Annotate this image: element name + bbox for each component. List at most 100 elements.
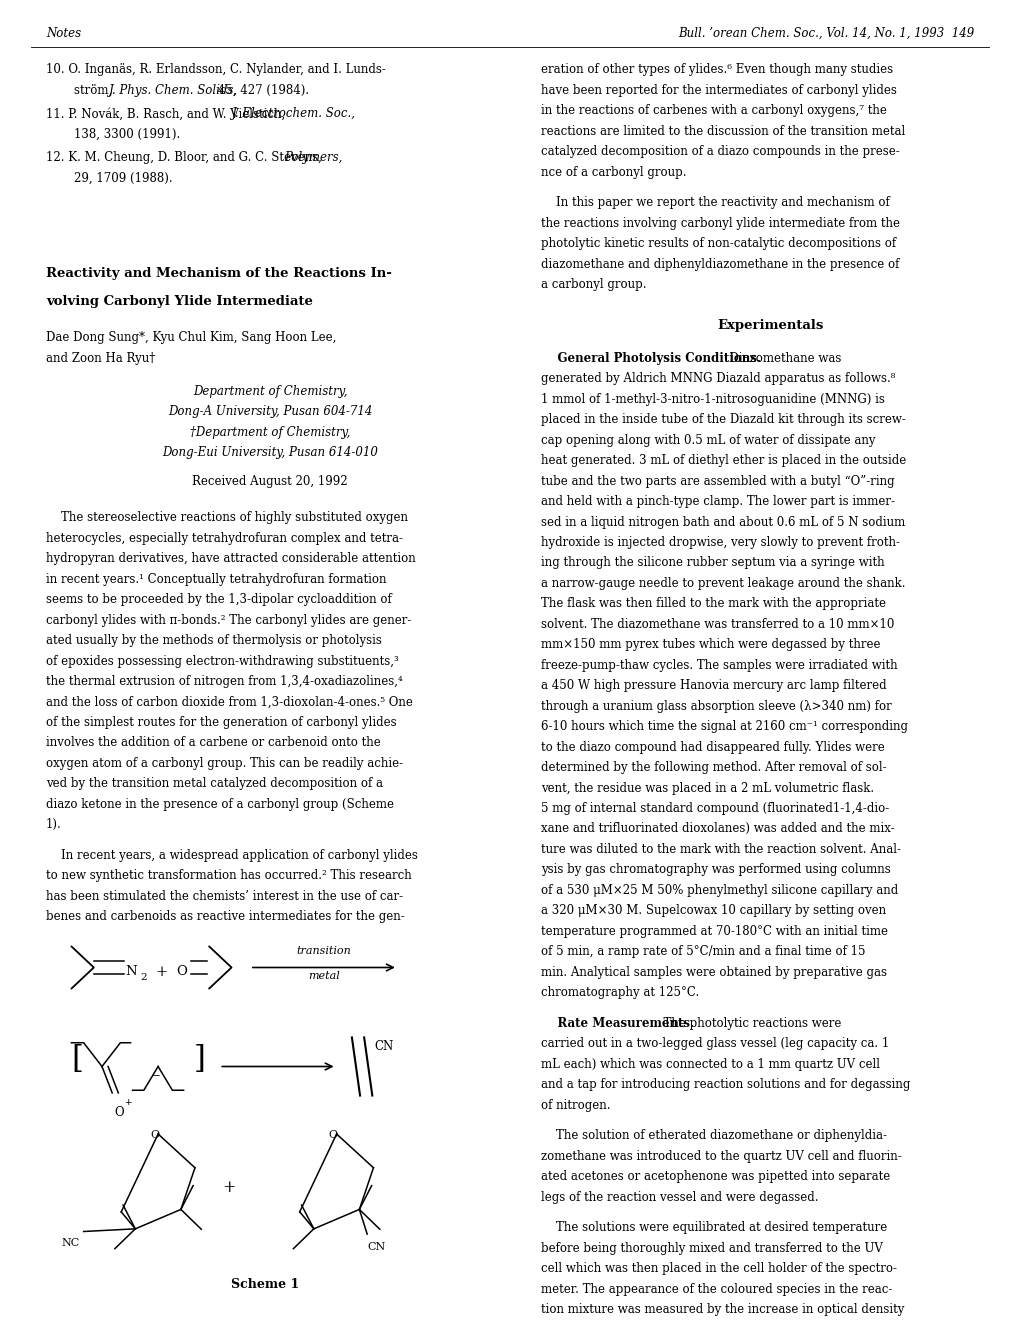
Text: have been reported for the intermediates of carbonyl ylides: have been reported for the intermediates… (540, 84, 896, 96)
Text: ]: ] (194, 1044, 206, 1076)
Text: General Photolysis Conditions.: General Photolysis Conditions. (540, 352, 760, 364)
Text: determined by the following method. After removal of sol-: determined by the following method. Afte… (540, 762, 886, 774)
Text: catalyzed decomposition of a diazo compounds in the prese-: catalyzed decomposition of a diazo compo… (540, 145, 899, 158)
Text: 5 mg of internal standard compound (fluorinated1-1,4-dio-: 5 mg of internal standard compound (fluo… (540, 803, 888, 814)
Text: 138, 3300 (1991).: 138, 3300 (1991). (74, 128, 180, 141)
Text: a carbonyl group.: a carbonyl group. (540, 279, 645, 292)
Text: in the reactions of carbenes with a carbonyl oxygens,⁷ the: in the reactions of carbenes with a carb… (540, 104, 886, 117)
Text: Notes: Notes (46, 26, 81, 40)
Text: tion mixture was measured by the increase in optical density: tion mixture was measured by the increas… (540, 1303, 903, 1316)
Text: a narrow-gauge needle to prevent leakage around the shank.: a narrow-gauge needle to prevent leakage… (540, 577, 904, 590)
Text: 29, 1709 (1988).: 29, 1709 (1988). (74, 172, 173, 185)
Text: Diazomethane was: Diazomethane was (721, 352, 841, 364)
Text: transition: transition (297, 946, 351, 957)
Text: to the diazo compound had disappeared fully. Ylides were: to the diazo compound had disappeared fu… (540, 741, 883, 754)
Text: Dong-A University, Pusan 604-714: Dong-A University, Pusan 604-714 (168, 405, 372, 418)
Text: ture was diluted to the mark with the reaction solvent. Anal-: ture was diluted to the mark with the re… (540, 843, 900, 855)
Text: In recent years, a widespread application of carbonyl ylides: In recent years, a widespread applicatio… (46, 849, 418, 862)
Text: and held with a pinch-type clamp. The lower part is immer-: and held with a pinch-type clamp. The lo… (540, 495, 894, 508)
Text: ing through the silicone rubber septum via a syringe with: ing through the silicone rubber septum v… (540, 557, 883, 569)
Text: O: O (150, 1130, 159, 1140)
Text: 1).: 1). (46, 818, 61, 832)
Text: 2: 2 (141, 973, 147, 982)
Text: cell which was then placed in the cell holder of the spectro-: cell which was then placed in the cell h… (540, 1262, 896, 1275)
Text: J. Electrochem. Soc.,: J. Electrochem. Soc., (231, 107, 356, 120)
Text: 12. K. M. Cheung, D. Bloor, and G. C. Stevens,: 12. K. M. Cheung, D. Bloor, and G. C. St… (46, 152, 325, 164)
Text: O: O (114, 1106, 123, 1119)
Text: xane and trifluorinated dioxolanes) was added and the mix-: xane and trifluorinated dioxolanes) was … (540, 822, 894, 836)
Text: volving Carbonyl Ylide Intermediate: volving Carbonyl Ylide Intermediate (46, 294, 313, 308)
Text: Bull. ’orean Chem. Soc., Vol. 14, No. 1, 1993  149: Bull. ’orean Chem. Soc., Vol. 14, No. 1,… (678, 26, 973, 40)
Text: the thermal extrusion of nitrogen from 1,3,4-oxadiazolines,⁴: the thermal extrusion of nitrogen from 1… (46, 675, 403, 688)
Text: hydropyran derivatives, have attracted considerable attention: hydropyran derivatives, have attracted c… (46, 552, 416, 565)
Text: ated usually by the methods of thermolysis or photolysis: ated usually by the methods of thermolys… (46, 634, 381, 647)
Text: J. Phys. Chem. Solids,: J. Phys. Chem. Solids, (109, 84, 238, 96)
Text: generated by Aldrich MNNG Diazald apparatus as follows.⁸: generated by Aldrich MNNG Diazald appara… (540, 372, 894, 385)
Text: N: N (125, 965, 137, 978)
Text: +: + (155, 965, 167, 979)
Text: involves the addition of a carbene or carbenoid onto the: involves the addition of a carbene or ca… (46, 737, 380, 750)
Text: CN: CN (367, 1242, 385, 1253)
Text: The solution of etherated diazomethane or diphenyldia-: The solution of etherated diazomethane o… (540, 1130, 886, 1142)
Text: 6-10 hours which time the signal at 2160 cm⁻¹ corresponding: 6-10 hours which time the signal at 2160… (540, 721, 907, 733)
Text: cap opening along with 0.5 mL of water of dissipate any: cap opening along with 0.5 mL of water o… (540, 434, 874, 446)
Text: 1 mmol of 1-methyl-3-nitro-1-nitrosoguanidine (MNNG) is: 1 mmol of 1-methyl-3-nitro-1-nitrosoguan… (540, 393, 883, 405)
Text: Polymers,: Polymers, (284, 152, 342, 164)
Text: Dong-Eui University, Pusan 614-010: Dong-Eui University, Pusan 614-010 (162, 446, 378, 459)
Text: The stereoselective reactions of highly substituted oxygen: The stereoselective reactions of highly … (46, 511, 408, 524)
Text: In this paper we report the reactivity and mechanism of: In this paper we report the reactivity a… (540, 197, 889, 210)
Text: 11. P. Novák, B. Rasch, and W. Vielstich,: 11. P. Novák, B. Rasch, and W. Vielstich… (46, 107, 288, 120)
Text: Reactivity and Mechanism of the Reactions In-: Reactivity and Mechanism of the Reaction… (46, 267, 391, 280)
Text: +: + (222, 1179, 236, 1196)
Text: heat generated. 3 mL of diethyl ether is placed in the outside: heat generated. 3 mL of diethyl ether is… (540, 454, 905, 467)
Text: hydroxide is injected dropwise, very slowly to prevent froth-: hydroxide is injected dropwise, very slo… (540, 536, 899, 549)
Text: placed in the inside tube of the Diazald kit through its screw-: placed in the inside tube of the Diazald… (540, 413, 905, 426)
Text: tube and the two parts are assembled with a butyl “O”-ring: tube and the two parts are assembled wit… (540, 475, 894, 487)
Text: Rate Measurements.: Rate Measurements. (540, 1016, 693, 1030)
Text: nce of a carbonyl group.: nce of a carbonyl group. (540, 165, 686, 178)
Text: 45, 427 (1984).: 45, 427 (1984). (214, 84, 309, 96)
Text: Experimentals: Experimentals (716, 319, 822, 333)
Text: of a 530 μM×25 M 50% phenylmethyl silicone capillary and: of a 530 μM×25 M 50% phenylmethyl silico… (540, 884, 897, 896)
Text: ated acetones or acetophenone was pipetted into separate: ated acetones or acetophenone was pipett… (540, 1171, 889, 1183)
Text: has been stimulated the chemists’ interest in the use of car-: has been stimulated the chemists’ intere… (46, 890, 403, 903)
Text: diazo ketone in the presence of a carbonyl group (Scheme: diazo ketone in the presence of a carbon… (46, 797, 393, 810)
Text: mL each) which was connected to a 1 mm quartz UV cell: mL each) which was connected to a 1 mm q… (540, 1057, 878, 1071)
Text: freeze-pump-thaw cycles. The samples were irradiated with: freeze-pump-thaw cycles. The samples wer… (540, 659, 897, 672)
Text: vent, the residue was placed in a 2 mL volumetric flask.: vent, the residue was placed in a 2 mL v… (540, 781, 873, 795)
Text: reactions are limited to the discussion of the transition metal: reactions are limited to the discussion … (540, 124, 904, 137)
Text: NC: NC (61, 1238, 79, 1249)
Text: ysis by gas chromatography was performed using columns: ysis by gas chromatography was performed… (540, 863, 890, 876)
Text: meter. The appearance of the coloured species in the reac-: meter. The appearance of the coloured sp… (540, 1283, 891, 1296)
Text: the reactions involving carbonyl ylide intermediate from the: the reactions involving carbonyl ylide i… (540, 216, 899, 230)
Text: ström,: ström, (74, 84, 116, 96)
Text: carbonyl ylides with π-bonds.² The carbonyl ylides are gener-: carbonyl ylides with π-bonds.² The carbo… (46, 614, 411, 627)
Text: and the loss of carbon dioxide from 1,3-dioxolan-4-ones.⁵ One: and the loss of carbon dioxide from 1,3-… (46, 696, 413, 709)
Text: The photolytic reactions were: The photolytic reactions were (655, 1016, 841, 1030)
Text: Dae Dong Sung*, Kyu Chul Kim, Sang Hoon Lee,: Dae Dong Sung*, Kyu Chul Kim, Sang Hoon … (46, 331, 336, 345)
Text: through a uranium glass absorption sleeve (λ>340 nm) for: through a uranium glass absorption sleev… (540, 700, 891, 713)
Text: †Department of Chemistry,: †Department of Chemistry, (190, 425, 351, 438)
Text: and a tap for introducing reaction solutions and for degassing: and a tap for introducing reaction solut… (540, 1078, 909, 1092)
Text: heterocycles, especially tetrahydrofuran complex and tetra-: heterocycles, especially tetrahydrofuran… (46, 532, 403, 545)
Text: metal: metal (308, 972, 339, 982)
Text: zomethane was introduced to the quartz UV cell and fluorin-: zomethane was introduced to the quartz U… (540, 1150, 901, 1163)
Text: min. Analytical samples were obtained by preparative gas: min. Analytical samples were obtained by… (540, 966, 886, 978)
Text: solvent. The diazomethane was transferred to a 10 mm×10: solvent. The diazomethane was transferre… (540, 618, 893, 631)
Text: O: O (176, 965, 187, 978)
Text: a 320 μM×30 M. Supelcowax 10 capillary by setting oven: a 320 μM×30 M. Supelcowax 10 capillary b… (540, 904, 884, 917)
Text: a 450 W high pressure Hanovia mercury arc lamp filtered: a 450 W high pressure Hanovia mercury ar… (540, 680, 886, 692)
Text: diazomethane and diphenyldiazomethane in the presence of: diazomethane and diphenyldiazomethane in… (540, 257, 898, 271)
Text: temperature programmed at 70-180°C with an initial time: temperature programmed at 70-180°C with … (540, 925, 887, 937)
Text: of 5 min, a ramp rate of 5°C/min and a final time of 15: of 5 min, a ramp rate of 5°C/min and a f… (540, 945, 864, 958)
Text: to new synthetic transformation has occurred.² This research: to new synthetic transformation has occu… (46, 870, 412, 883)
Text: The flask was then filled to the mark with the appropriate: The flask was then filled to the mark wi… (540, 598, 884, 610)
Text: and Zoon Ha Ryu†: and Zoon Ha Ryu† (46, 352, 155, 364)
Text: −: − (152, 1072, 161, 1081)
Text: CN: CN (374, 1040, 393, 1053)
Text: carried out in a two-legged glass vessel (leg capacity ca. 1: carried out in a two-legged glass vessel… (540, 1038, 888, 1051)
Text: Received August 20, 1992: Received August 20, 1992 (193, 475, 347, 487)
Text: [: [ (71, 1044, 84, 1076)
Text: photolytic kinetic results of non-catalytic decompositions of: photolytic kinetic results of non-cataly… (540, 238, 895, 251)
Text: Scheme 1: Scheme 1 (231, 1278, 299, 1291)
